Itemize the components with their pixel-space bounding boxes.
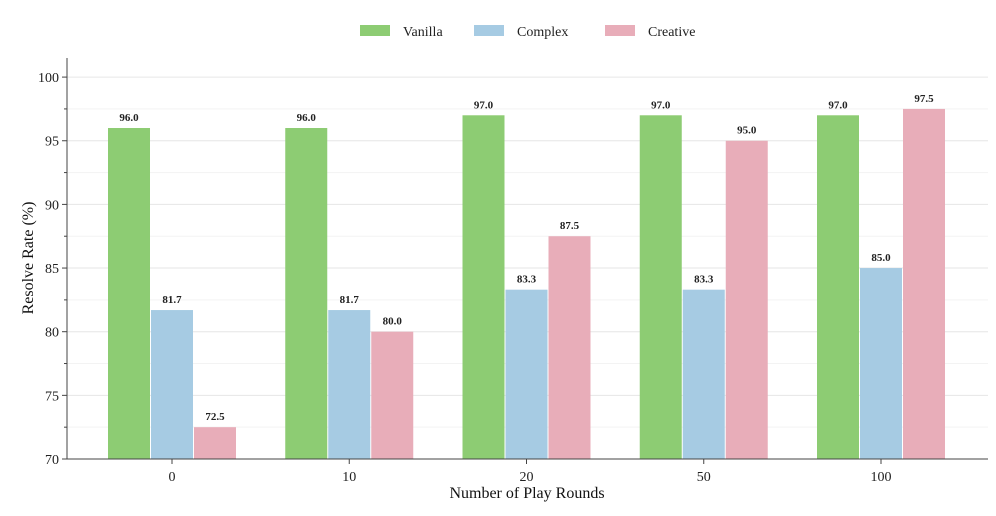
legend-label-complex: Complex xyxy=(517,25,568,40)
x-tick-label: 10 xyxy=(342,470,356,485)
bar-complex-20 xyxy=(505,289,548,459)
data-label: 97.0 xyxy=(651,99,671,111)
bar-complex-50 xyxy=(682,289,725,459)
bar-creative-10 xyxy=(371,331,414,459)
y-tick-label: 85 xyxy=(45,262,59,277)
data-label: 81.7 xyxy=(162,294,182,306)
data-label: 81.7 xyxy=(340,294,360,306)
bar-vanilla-0 xyxy=(108,128,150,459)
x-tick-label: 20 xyxy=(520,470,534,485)
x-tick-label: 50 xyxy=(697,470,711,485)
x-axis-title: Number of Play Rounds xyxy=(449,485,604,502)
legend: Vanilla Complex Creative xyxy=(360,25,695,40)
x-tick-label: 100 xyxy=(871,470,892,485)
data-label: 85.0 xyxy=(871,252,891,264)
bar-complex-100 xyxy=(860,268,902,459)
bar-vanilla-100 xyxy=(817,115,859,460)
x-tick-label: 0 xyxy=(169,470,176,485)
bar-vanilla-50 xyxy=(639,115,682,460)
data-label: 95.0 xyxy=(737,125,757,137)
y-tick-label: 70 xyxy=(45,453,59,468)
data-label: 97.0 xyxy=(474,99,494,111)
legend-swatch-creative xyxy=(605,25,635,36)
data-label: 97.5 xyxy=(914,93,934,105)
y-tick-label: 90 xyxy=(45,198,59,213)
data-labels: 96.0 81.7 72.5 96.0 81.7 80.0 97.0 83.3 87.5 97.0… xyxy=(119,93,934,423)
data-label: 80.0 xyxy=(383,316,403,328)
data-label: 97.0 xyxy=(828,99,848,111)
bar-complex-10 xyxy=(328,310,371,459)
data-label: 83.3 xyxy=(517,274,537,286)
y-tick-label: 95 xyxy=(45,135,59,150)
data-label: 96.0 xyxy=(119,112,139,124)
data-label: 96.0 xyxy=(297,112,317,124)
bar-creative-0 xyxy=(194,427,236,459)
bar-vanilla-10 xyxy=(285,128,328,459)
bar-vanilla-20 xyxy=(462,115,505,460)
axes: 70 75 80 85 90 95 100 0 10 20 50 100 xyxy=(38,58,988,485)
y-tick-label: 80 xyxy=(45,326,59,341)
y-axis-title: Resolve Rate (%) xyxy=(20,202,37,315)
data-label: 87.5 xyxy=(560,220,580,232)
y-tick-label: 75 xyxy=(45,389,59,404)
legend-swatch-complex xyxy=(474,25,504,36)
bars xyxy=(108,108,945,460)
bar-creative-20 xyxy=(548,236,591,459)
bar-creative-100 xyxy=(903,108,945,460)
legend-swatch-vanilla xyxy=(360,25,390,36)
legend-label-creative: Creative xyxy=(648,25,695,40)
legend-label-vanilla: Vanilla xyxy=(403,25,443,40)
bar-creative-50 xyxy=(725,140,768,459)
data-label: 83.3 xyxy=(694,274,714,286)
data-label: 72.5 xyxy=(205,411,225,423)
y-tick-label: 100 xyxy=(38,71,59,86)
bar-complex-0 xyxy=(151,310,193,459)
